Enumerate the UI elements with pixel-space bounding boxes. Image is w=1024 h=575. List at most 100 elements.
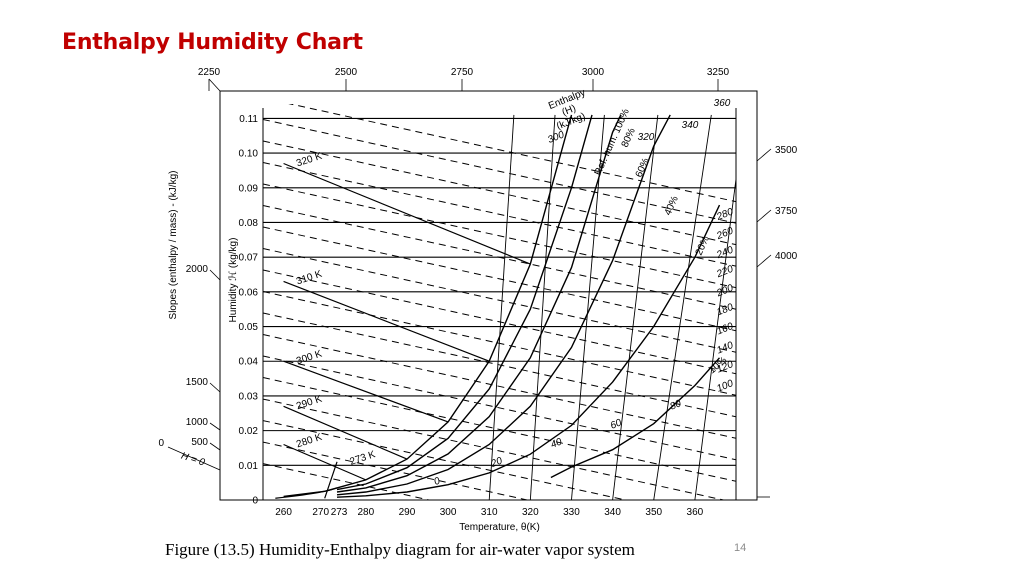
- enthalpy-value-label: 260: [714, 225, 735, 242]
- left-scale-label: 1500: [186, 377, 209, 388]
- y-tick-label: 0: [252, 496, 258, 507]
- x-tick-label: 310: [481, 507, 498, 518]
- x-tick-label: 273: [331, 507, 348, 518]
- y-tick-label: 0.03: [239, 391, 259, 402]
- y-axis-title: Humidity ℋ (kg/kg): [228, 238, 239, 323]
- enthalpy-value-label: 40: [549, 436, 564, 451]
- left-scale-tick: [209, 422, 221, 431]
- enthalpy-line: [263, 398, 726, 500]
- x-tick-label: 330: [563, 507, 580, 518]
- rh-curve: [336, 114, 622, 493]
- enthalpy-line: [263, 161, 736, 267]
- page-number: 14: [734, 542, 747, 554]
- enthalpy-line: [263, 420, 628, 500]
- adiabatic-lines: [283, 162, 531, 499]
- right-scale-label: 3750: [775, 206, 798, 217]
- enthalpy-line: [288, 104, 736, 203]
- left-scale-tick: [209, 442, 221, 451]
- y-tick-label: 0.07: [239, 253, 259, 264]
- y-tick-label: 0.04: [239, 357, 259, 368]
- enthalpy-line: [263, 312, 736, 418]
- wet-bulb-line: [612, 114, 659, 500]
- adiabatic-line: [283, 360, 449, 423]
- adiabatic-line: [283, 280, 490, 362]
- adiabatic-line-label: 310 K: [295, 269, 324, 288]
- enthalpy-line: [263, 204, 736, 310]
- wet-bulb-line: [488, 114, 515, 500]
- enthalpy-value-label: 200: [714, 283, 735, 300]
- wet-bulb-line: [653, 114, 712, 500]
- left-scale-tick: [167, 446, 221, 471]
- x-tick-label: 360: [687, 507, 704, 518]
- enthalpy-value-label: 80: [668, 398, 683, 413]
- figure-caption: Figure (13.5) Humidity-Enthalpy diagram …: [165, 540, 635, 559]
- y-tick-label: 0.01: [239, 461, 259, 472]
- rh-curve: [336, 114, 671, 496]
- enthalpy-value-label: 20: [489, 455, 505, 470]
- left-scale-title: Slopes (enthalpy / mass) - (kJ/kg): [168, 171, 179, 320]
- left-scale-label: 2000: [186, 264, 209, 275]
- x-tick-label: 340: [604, 507, 621, 518]
- top-scale-label: 2500: [335, 67, 358, 78]
- enthalpy-value-label: 100: [715, 378, 735, 395]
- x-tick-label: 290: [399, 507, 416, 518]
- x-tick-label: 260: [275, 507, 292, 518]
- rh-curve-label: 40%: [663, 194, 681, 217]
- y-tick-label: 0.08: [239, 218, 259, 229]
- right-scale-tick: [756, 148, 772, 162]
- rh-curve-label: 20%: [694, 234, 712, 257]
- labels: 0 0.01 0.02 0.03 0.04 0.05 0.06 0.07 0.08 0.09 0.1…: [158, 67, 797, 533]
- adiabatic-line-label: 300 K: [295, 348, 324, 367]
- rh-curve-label: 60%: [634, 156, 652, 179]
- enthalpy-value-label: 220: [714, 264, 735, 281]
- origin-curve: [275, 487, 338, 499]
- enthalpy-line: [263, 377, 736, 482]
- left-scale-label: 0: [158, 438, 164, 449]
- adiabatic-line: [283, 162, 531, 265]
- enthalpy-value-label: 180: [715, 302, 735, 319]
- y-tick-label: 0.10: [239, 149, 259, 160]
- left-scale-tick: [209, 382, 221, 393]
- enthalpy-scale-label: (H): [561, 103, 578, 118]
- enthalpy-line: [263, 334, 736, 439]
- rh-curve: [550, 357, 721, 479]
- left-scale-tick: [209, 269, 221, 281]
- enthalpy-line: [263, 269, 736, 375]
- left-scale-label: 1000: [186, 417, 209, 428]
- y-tick-label: 0.09: [239, 183, 259, 194]
- x-tick-label: 280: [357, 507, 374, 518]
- enthalpy-value-label: 340: [682, 120, 699, 131]
- enthalpy-value-label: 320: [638, 132, 655, 143]
- x-tick-label: 350: [645, 507, 662, 518]
- right-scale-label: 4000: [775, 251, 798, 262]
- top-scale-tick: [208, 78, 221, 92]
- x-tick-label: 300: [440, 507, 457, 518]
- right-scale-label: 3500: [775, 145, 798, 156]
- left-scale-zero-label: H = 0: [180, 451, 207, 469]
- enthalpy-line: [263, 118, 736, 224]
- enthalpy-value-label: 60: [609, 417, 624, 432]
- top-scale-label: 2750: [451, 67, 474, 78]
- left-scale-label: 500: [191, 437, 208, 448]
- slide-title: Enthalpy Humidity Chart: [62, 30, 363, 55]
- enthalpy-line: [263, 248, 736, 353]
- y-tick-label: 0.02: [239, 426, 259, 437]
- enthalpy-value-label: 240: [714, 244, 735, 261]
- enthalpy-line: [263, 441, 530, 500]
- relative-humidity-curves: [275, 114, 736, 500]
- enthalpy-value-label: 360: [714, 98, 731, 109]
- enthalpy-line: [263, 140, 736, 246]
- top-scale-label: 3000: [582, 67, 605, 78]
- adiabatic-line: [283, 405, 408, 460]
- rh-curve: [336, 114, 593, 491]
- wet-bulb-line: [529, 114, 556, 500]
- enthalpy-value-label: 0: [433, 476, 443, 488]
- enthalpy-value-label: 160: [715, 321, 735, 338]
- axes: [167, 78, 772, 501]
- y-tick-label: 0.06: [239, 287, 259, 298]
- adiabatic-line: [324, 461, 338, 499]
- adiabatic-line: [283, 443, 367, 481]
- rh-curve: [336, 204, 721, 498]
- enthalpy-line: [263, 183, 736, 289]
